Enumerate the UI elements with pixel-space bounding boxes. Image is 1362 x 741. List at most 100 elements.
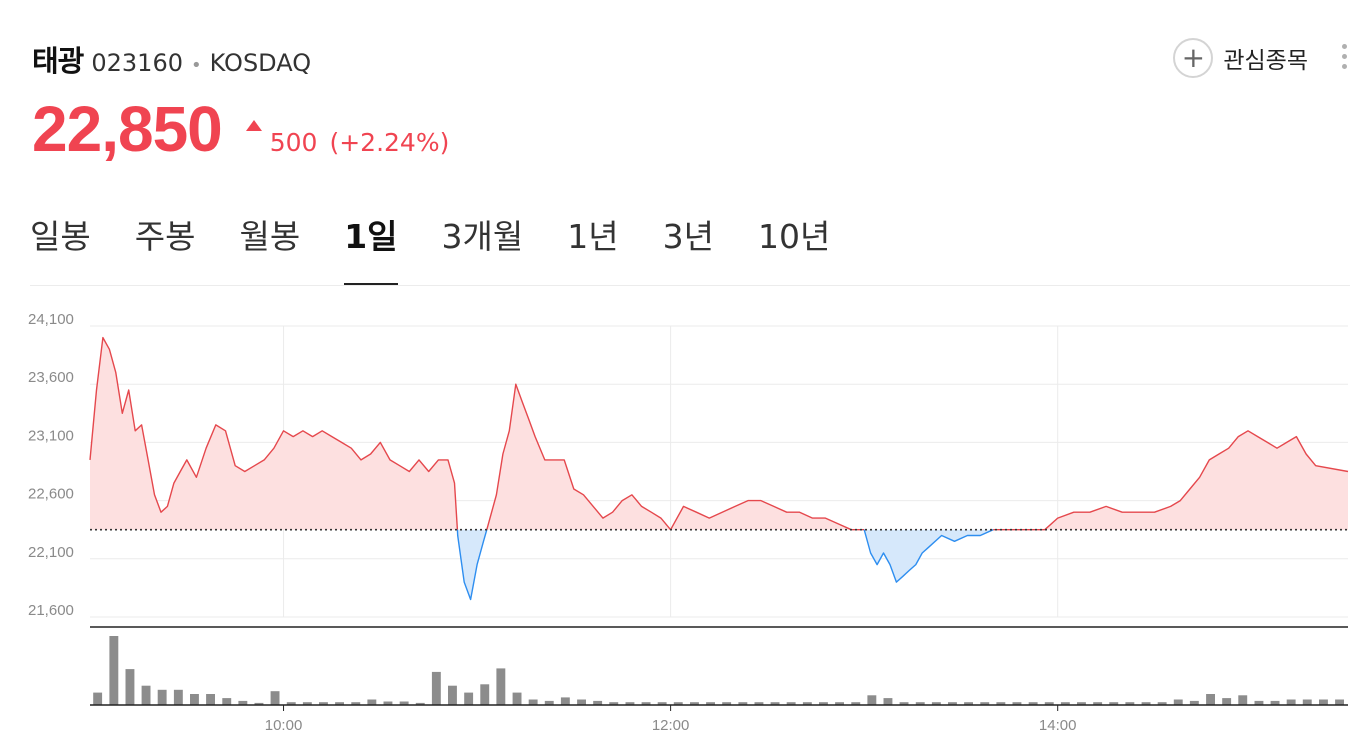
volume-bar [996,702,1006,705]
price-line-down [863,529,994,583]
volume-bar [544,700,554,705]
volume-bar [319,702,328,705]
period-tabs: 일봉 주봉 월봉 1일 3개월 1년 3년 10년 [30,200,874,286]
volume-bar [1222,698,1232,705]
volume-bar [93,692,103,705]
volume-bar [641,702,651,705]
volume-bar [173,689,183,705]
price-area-up [90,337,458,530]
volume-bar [254,702,264,705]
volume-bar [270,691,280,705]
price-area-up [486,384,865,530]
volume-bar [1286,699,1296,705]
watchlist-label: 관심종목 [1223,48,1308,74]
volume-bar [883,698,893,705]
more-options-icon[interactable] [1340,44,1348,74]
tab-10years[interactable]: 10년 [757,217,831,256]
volume-bar [1028,702,1038,705]
volume-bar [1141,702,1151,705]
x-tick-label: 12:00 [652,717,690,734]
y-tick-label: 23,600 [28,369,74,386]
volume-bar [1125,702,1135,705]
volume-bar [625,702,635,705]
volume-bar [190,694,199,705]
volume-bar [109,636,119,705]
volume-bar [351,702,361,705]
tab-1year[interactable]: 1년 [567,217,619,256]
price-area-fills [90,337,1348,600]
volume-bar [1044,702,1054,705]
volume-bar [931,702,941,705]
y-axis-labels: 24,100 23,600 23,100 22,600 22,100 21,600 [28,311,74,619]
volume-bar [786,702,796,705]
volume-bar [496,668,506,705]
volume-bar [915,702,925,705]
x-tick-label: 10:00 [265,717,303,734]
volume-bar [835,702,844,705]
y-tick-label: 21,600 [28,602,74,619]
volume-bar [1060,702,1070,705]
volume-bar [722,702,732,705]
stock-name: 태광 [32,44,84,78]
tab-monthly[interactable]: 월봉 [239,217,301,256]
price-row: 22,850 500 (+2.24%) [32,92,449,166]
volume-bar [238,700,248,705]
volume-bar [560,697,570,705]
price-line-down [456,529,488,601]
volume-bar [1302,699,1312,705]
volume-bar [738,702,748,705]
y-tick-label: 22,100 [28,544,74,561]
volume-bar [1012,702,1022,705]
tab-1day[interactable]: 1일 [344,200,398,286]
plus-icon: + [1173,38,1214,78]
volume-bar [1077,702,1086,705]
tab-daily[interactable]: 일봉 [30,217,91,256]
volume-bar [706,702,715,705]
volume-bar [335,702,344,705]
volume-bar [948,702,957,705]
volume-bar [480,684,490,705]
volume-bar [980,702,990,705]
y-tick-label: 22,600 [28,486,74,503]
volume-bar [673,702,683,705]
volume-bar [448,685,457,705]
volume-bar [657,702,667,705]
price-lines [89,336,1349,601]
volume-bar [1157,702,1167,705]
volume-bar [1093,702,1103,705]
volume-bar [851,702,861,705]
y-tick-label: 24,100 [28,311,74,328]
volume-bar [754,702,764,705]
y-tick-label: 23,100 [28,427,74,444]
volume-bar [770,702,780,705]
volume-bar [1319,699,1328,705]
volume-bar [1270,700,1280,705]
volume-bar [899,702,909,705]
current-price: 22,850 [32,93,223,165]
volume-bars [93,636,1344,705]
price-change-rate: (+2.24%) [329,128,450,157]
volume-bar [1189,700,1199,705]
x-tick-label: 14:00 [1039,717,1077,734]
up-arrow-icon [245,119,262,131]
volume-bar [1238,695,1248,705]
volume-bar [593,700,603,705]
price-line-up [89,336,459,530]
tab-divider [30,285,1350,286]
price-chart[interactable]: 24,100 23,600 23,100 22,600 22,100 21,600 10:… [0,300,1362,741]
volume-bar [415,702,425,705]
volume-bar [125,669,135,705]
volume-bar [1173,699,1183,705]
add-watchlist-button[interactable]: + 관심종목 [1173,38,1308,78]
volume-bar [1335,699,1344,705]
tab-3months[interactable]: 3개월 [441,217,524,256]
tab-3years[interactable]: 3년 [662,217,714,256]
separator-dot: • [191,55,202,76]
stock-header: 태광 023160 • KOSDAQ [32,38,311,80]
volume-bar [431,671,441,705]
volume-bar [802,702,812,705]
volume-bar [528,699,538,705]
volume-bar [512,692,522,705]
volume-bar [1254,700,1264,705]
tab-weekly[interactable]: 주봉 [134,217,196,256]
